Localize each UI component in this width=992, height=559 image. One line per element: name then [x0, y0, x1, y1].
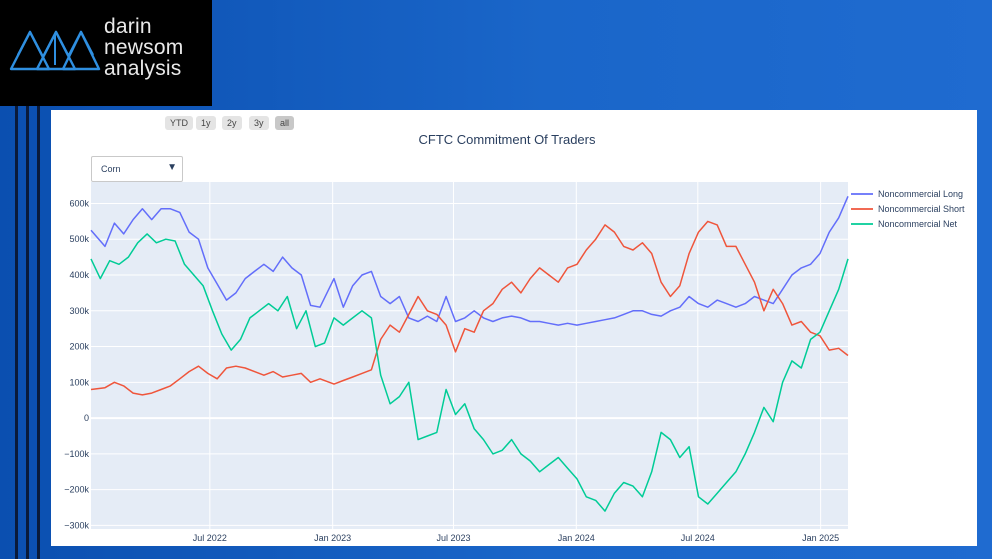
chart-panel: YTD 1y 2y 3y all CFTC Commitment Of Trad…: [51, 110, 977, 546]
mountain-logo-icon: [9, 30, 101, 71]
y-tick-label: 600k: [69, 198, 89, 208]
range-button-3y[interactable]: 3y: [249, 116, 269, 130]
line-chart: 600k 500k 400k 300k 200k 100k 0 −100k −200k −300k…: [64, 182, 965, 543]
left-border-stripe: [26, 106, 29, 559]
range-button-all[interactable]: all: [275, 116, 295, 130]
y-tick-label: 0: [84, 413, 89, 423]
logo-word-darin: darin: [104, 15, 152, 38]
y-tick-label: 200k: [69, 342, 89, 352]
y-tick-label: −100k: [64, 449, 89, 459]
x-tick-label: Jul 2022: [193, 533, 227, 543]
series-line-noncommercial-net: [90, 233, 849, 512]
x-tick-label: Jul 2023: [436, 533, 470, 543]
x-tick-label: Jul 2024: [681, 533, 715, 543]
y-tick-label: 100k: [69, 377, 89, 387]
chart-title: CFTC Commitment Of Traders: [418, 132, 596, 147]
left-border-stripe: [15, 106, 18, 559]
range-button-2y[interactable]: 2y: [222, 116, 242, 130]
y-tick-label: 500k: [69, 234, 89, 244]
range-button-ytd[interactable]: YTD: [165, 116, 193, 130]
x-tick-label: Jan 2024: [558, 533, 595, 543]
legend-label[interactable]: Noncommercial Short: [878, 204, 965, 214]
y-tick-label: −300k: [64, 520, 89, 530]
dropdown-selected-value: Corn: [101, 164, 121, 174]
logo-word-newsom: newsom: [104, 36, 184, 59]
legend-label[interactable]: Noncommercial Net: [878, 219, 958, 229]
logo-word-analysis: analysis: [104, 57, 182, 80]
logo: darin newsom analysis: [0, 0, 212, 106]
series-line-noncommercial-short: [90, 220, 849, 396]
x-tick-label: Jan 2025: [802, 533, 839, 543]
commodity-dropdown[interactable]: Corn ▼: [91, 156, 183, 182]
logo-text: darin newsom analysis: [104, 16, 183, 79]
y-tick-label: −200k: [64, 485, 89, 495]
x-tick-label: Jan 2023: [314, 533, 351, 543]
y-tick-label: 300k: [69, 306, 89, 316]
legend-label[interactable]: Noncommercial Long: [878, 189, 963, 199]
plot-area: [91, 182, 848, 529]
series-line-noncommercial-long: [90, 196, 849, 326]
range-button-1y[interactable]: 1y: [196, 116, 216, 130]
triangle-down-icon: ▼: [167, 162, 177, 173]
left-border-stripe: [37, 106, 40, 559]
y-tick-label: 400k: [69, 270, 89, 280]
